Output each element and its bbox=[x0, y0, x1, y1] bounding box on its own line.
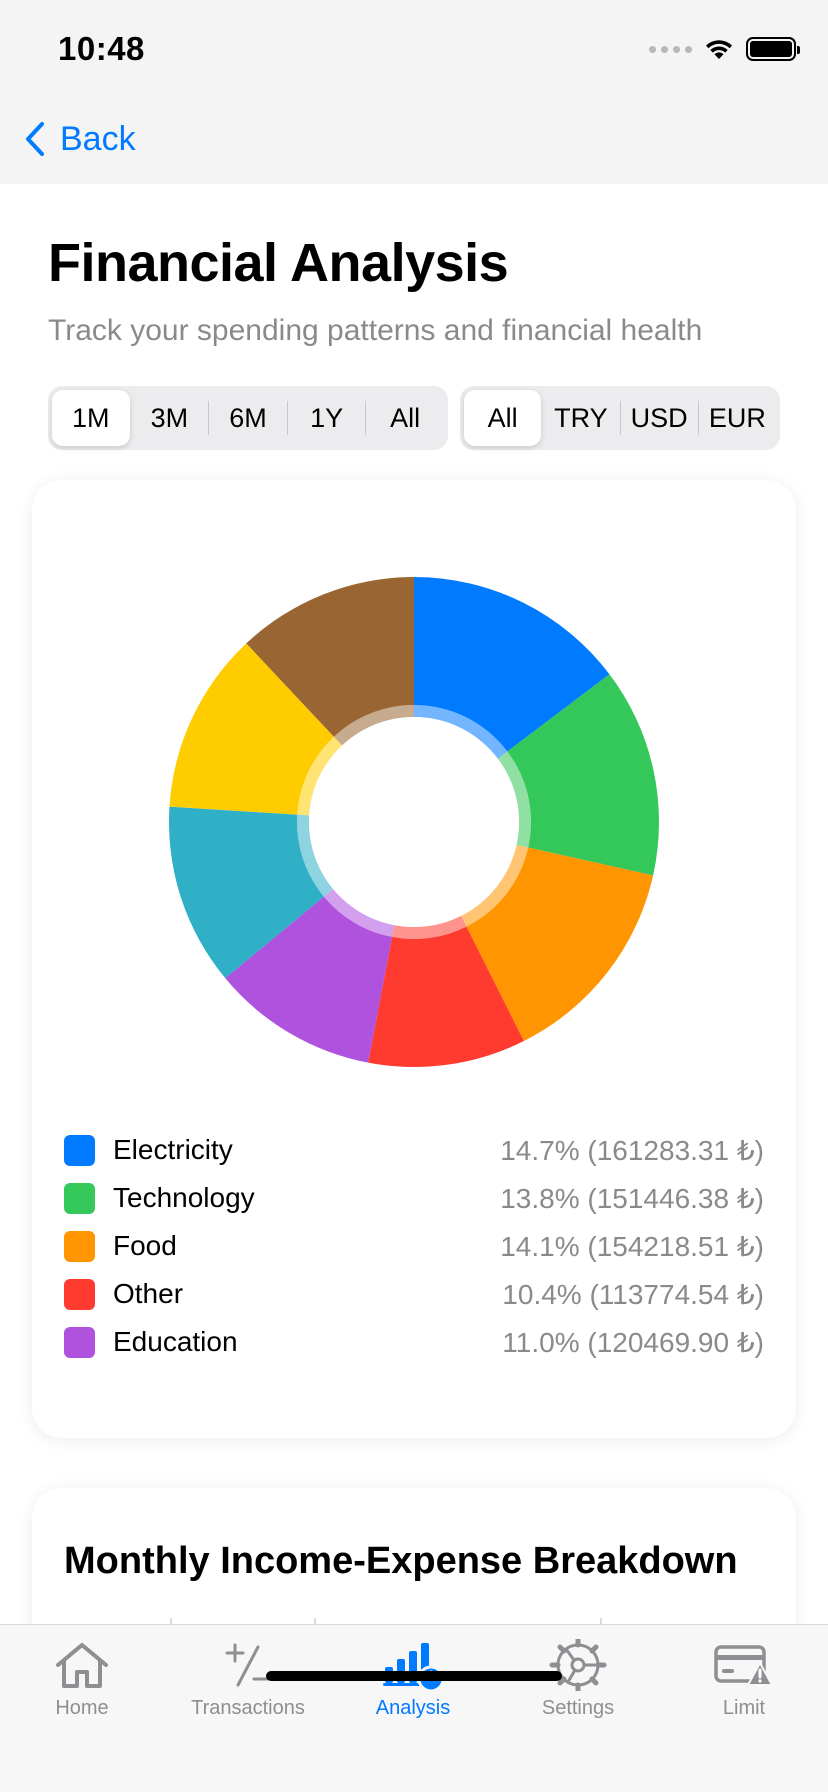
legend-label: Other bbox=[113, 1278, 184, 1309]
status-bar: 10:48 bbox=[0, 0, 828, 94]
donut-inner-ring-segment bbox=[392, 915, 467, 939]
back-button[interactable]: Back bbox=[24, 116, 136, 162]
tab-label: Analysis bbox=[375, 1697, 451, 1719]
legend-value: 13.8% (151446.38 ₺) bbox=[500, 1182, 764, 1214]
legend-label: Food bbox=[113, 1230, 177, 1261]
page-subtitle: Track your spending patterns and financi… bbox=[48, 314, 703, 347]
currency-option-all[interactable]: All bbox=[464, 390, 542, 446]
segment-separator bbox=[286, 401, 288, 435]
tab-bar: Home Transactions Analysis bbox=[0, 1624, 828, 1792]
legend-swatch bbox=[64, 1230, 95, 1262]
segment-separator bbox=[208, 401, 210, 435]
tab-limit[interactable]: Limit bbox=[674, 1639, 814, 1739]
donut-slice-electricity[interactable] bbox=[414, 577, 610, 752]
tab-home[interactable]: Home bbox=[12, 1639, 152, 1739]
period-option-1y[interactable]: 1Y bbox=[310, 402, 344, 433]
legend-swatch bbox=[64, 1326, 95, 1358]
navigation-bar: Back bbox=[0, 94, 828, 184]
tab-label: Home bbox=[55, 1697, 109, 1719]
period-segmented-control: 1M 3M 6M 1Y All bbox=[48, 386, 448, 450]
legend-swatch bbox=[64, 1278, 95, 1310]
donut-hole bbox=[309, 717, 519, 927]
donut-slice-technology[interactable] bbox=[507, 674, 659, 876]
chart-bar-icon bbox=[383, 1643, 445, 1691]
donut-inner-ring-segment bbox=[333, 705, 414, 746]
currency-option-eur[interactable]: EUR bbox=[708, 402, 766, 433]
legend-label: Electricity bbox=[113, 1134, 233, 1165]
donut-slice-unlabeled-5[interactable] bbox=[169, 806, 324, 979]
battery-icon bbox=[746, 37, 800, 61]
legend-value: 14.1% (154218.51 ₺) bbox=[500, 1230, 764, 1262]
signal-icon bbox=[649, 45, 692, 53]
period-option-all[interactable]: All bbox=[390, 402, 421, 433]
tab-settings[interactable]: Settings bbox=[508, 1639, 648, 1739]
chevron-left-icon bbox=[26, 122, 44, 156]
legend-label: Education bbox=[113, 1326, 238, 1357]
chart-legend: Electricity 14.7% (161283.31 ₺) Technology… bbox=[64, 1126, 764, 1366]
legend-item: Electricity 14.7% (161283.31 ₺) bbox=[64, 1126, 764, 1174]
legend-item: Other 10.4% (113774.54 ₺) bbox=[64, 1270, 764, 1318]
tab-transactions[interactable]: Transactions bbox=[178, 1639, 318, 1739]
donut-inner-ring-segment bbox=[297, 814, 334, 897]
card-warning-icon bbox=[714, 1645, 773, 1686]
tab-analysis[interactable]: Analysis bbox=[343, 1639, 483, 1739]
legend-item: Education 11.0% (120469.90 ₺) bbox=[64, 1318, 764, 1366]
legend-value: 11.0% (120469.90 ₺) bbox=[502, 1326, 764, 1358]
tab-label: Settings bbox=[541, 1697, 615, 1719]
donut-inner-ring-segment bbox=[323, 888, 395, 937]
donut-inner-ring-segment bbox=[461, 844, 529, 927]
period-option-1m[interactable]: 1M bbox=[52, 390, 130, 446]
back-label: Back bbox=[60, 119, 136, 158]
legend-value: 10.4% (113774.54 ₺) bbox=[502, 1278, 764, 1310]
donut-slice-unlabeled-7[interactable] bbox=[246, 577, 414, 737]
gear-icon bbox=[549, 1639, 607, 1691]
status-icons bbox=[649, 36, 800, 62]
wifi-icon bbox=[706, 40, 732, 59]
donut-slice-other[interactable] bbox=[368, 926, 524, 1067]
segment-separator bbox=[697, 401, 699, 435]
category-donut-chart bbox=[169, 577, 659, 1067]
plus-minus-icon bbox=[225, 1643, 272, 1687]
legend-swatch bbox=[64, 1182, 95, 1214]
donut-slice-unlabeled-6[interactable] bbox=[169, 643, 334, 815]
category-chart-card: Electricity 14.7% (161283.31 ₺) Technology… bbox=[32, 480, 796, 1438]
period-option-3m[interactable]: 3M bbox=[150, 402, 189, 433]
donut-slice-education[interactable] bbox=[225, 896, 393, 1063]
home-indicator bbox=[266, 1671, 562, 1681]
legend-item: Food 14.1% (154218.51 ₺) bbox=[64, 1222, 764, 1270]
house-icon bbox=[56, 1643, 108, 1688]
currency-option-try[interactable]: TRY bbox=[554, 402, 608, 433]
breakdown-title: Monthly Income-Expense Breakdown bbox=[64, 1540, 738, 1582]
legend-item: Technology 13.8% (151446.38 ₺) bbox=[64, 1174, 764, 1222]
donut-inner-ring-segment bbox=[497, 751, 531, 848]
legend-value: 14.7% (161283.31 ₺) bbox=[500, 1134, 764, 1166]
legend-label: Technology bbox=[113, 1182, 255, 1213]
period-option-6m[interactable]: 6M bbox=[229, 402, 267, 433]
currency-option-usd[interactable]: USD bbox=[630, 402, 688, 433]
donut-inner-ring-segment bbox=[414, 705, 508, 759]
tab-label: Limit bbox=[722, 1697, 766, 1719]
segment-separator bbox=[619, 401, 621, 435]
donut-inner-ring-segment bbox=[297, 736, 343, 816]
page-title: Financial Analysis bbox=[48, 233, 509, 293]
tab-label: Transactions bbox=[191, 1697, 305, 1719]
status-time: 10:48 bbox=[58, 30, 145, 67]
segment-separator bbox=[365, 401, 367, 435]
legend-swatch bbox=[64, 1134, 95, 1166]
currency-segmented-control: All TRY USD EUR bbox=[460, 386, 780, 450]
donut-slice-food[interactable] bbox=[466, 847, 654, 1041]
